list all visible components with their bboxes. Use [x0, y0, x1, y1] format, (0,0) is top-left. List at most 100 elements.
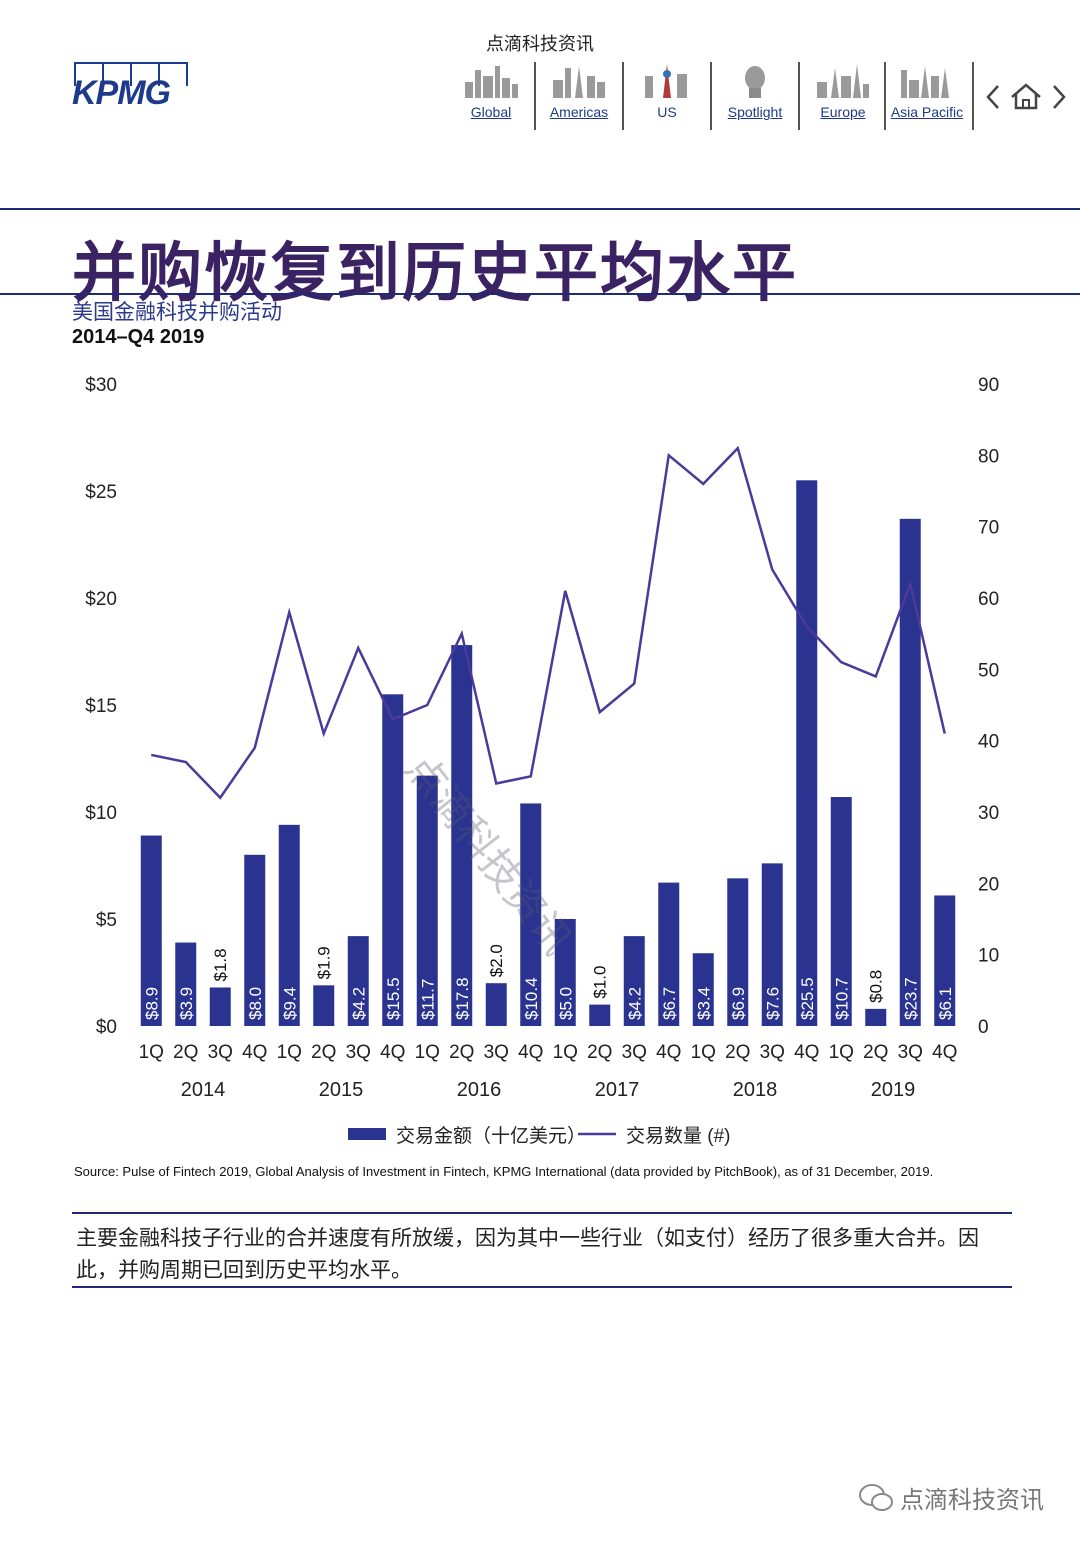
x-tick-label: 2Q: [173, 1042, 198, 1063]
nav-spotlight[interactable]: Spotlight: [712, 62, 798, 130]
nav-label: Asia Pacific: [890, 104, 964, 120]
y-right-tick-label: 0: [978, 1017, 989, 1038]
bar-data-label: $6.1: [936, 987, 955, 1020]
next-icon[interactable]: [1053, 85, 1066, 109]
y-left-tick-label: $0: [96, 1017, 117, 1038]
nav-global[interactable]: Global: [448, 62, 534, 130]
y-left-tick-label: $25: [85, 482, 117, 503]
nav-asia-pacific[interactable]: Asia Pacific: [884, 62, 970, 130]
x-tick-label: 1Q: [691, 1042, 716, 1063]
chart-legend: 交易金额（十亿美元） 交易数量 (#): [348, 1125, 731, 1147]
bar-data-label: $7.6: [763, 987, 782, 1020]
bar-data-label: $1.9: [315, 946, 334, 979]
americas-skyline-icon: [553, 66, 605, 98]
date-range: 2014–Q4 2019: [72, 326, 205, 348]
x-tick-label: 1Q: [139, 1042, 164, 1063]
nav-divider: [798, 62, 800, 130]
top-caption: 点滴科技资讯: [486, 34, 594, 55]
nav-label: Europe: [820, 104, 866, 120]
bar: [658, 882, 680, 1026]
bar: [761, 863, 783, 1026]
bar: [865, 1008, 887, 1026]
y-right-tick-label: 70: [978, 518, 999, 539]
bar-data-label: $15.5: [384, 977, 403, 1020]
bar: [692, 953, 714, 1026]
x-tick-label: 2Q: [587, 1042, 612, 1063]
bar: [727, 878, 749, 1026]
prev-icon[interactable]: [986, 85, 999, 109]
chart-subtitle: 美国金融科技并购活动: [72, 300, 282, 324]
x-tick-label: 4Q: [932, 1042, 957, 1063]
x-tick-label: 4Q: [794, 1042, 819, 1063]
y-left-tick-label: $10: [85, 803, 117, 824]
x-tick-label: 3Q: [484, 1042, 509, 1063]
page-title: 并购恢复到历史平均水平: [72, 237, 798, 311]
home-icon[interactable]: [1011, 83, 1041, 110]
y-left-tick-label: $20: [85, 589, 117, 610]
bar-data-label: $0.8: [867, 970, 886, 1003]
bar: [520, 803, 542, 1026]
bar: [451, 645, 473, 1026]
us-skyline-icon: [645, 64, 687, 98]
year-label: 2018: [733, 1079, 778, 1101]
bar-data-label: $1.0: [591, 966, 610, 999]
x-tick-label: 1Q: [415, 1042, 440, 1063]
x-tick-label: 3Q: [208, 1042, 233, 1063]
y-right-tick-label: 80: [978, 446, 999, 467]
spotlight-icon: [745, 66, 765, 98]
x-tick-label: 4Q: [518, 1042, 543, 1063]
x-tick-label: 1Q: [277, 1042, 302, 1063]
bar-data-label: $2.0: [487, 944, 506, 977]
bar: [934, 895, 956, 1026]
bar-series: [140, 480, 956, 1026]
x-tick-label: 1Q: [829, 1042, 854, 1063]
bar-data-label: $8.0: [246, 987, 265, 1020]
nav-americas[interactable]: Americas: [536, 62, 622, 130]
nav-divider: [972, 62, 974, 130]
y-right-tick-label: 90: [978, 375, 999, 396]
nav-label: Spotlight: [727, 104, 783, 120]
bar: [623, 936, 645, 1026]
bar-data-label: $17.8: [453, 977, 472, 1020]
legend-bar-swatch: [348, 1128, 386, 1140]
top-rule: [0, 208, 1080, 210]
year-label: 2019: [871, 1079, 916, 1101]
legend-bar-label: 交易金额（十亿美元）: [396, 1125, 586, 1147]
bar: [244, 854, 266, 1026]
x-tick-label: 2Q: [311, 1042, 336, 1063]
wechat-icon: [859, 1483, 893, 1511]
footer-brand-text: 点滴科技资讯: [900, 1486, 1044, 1514]
kpmg-logo[interactable]: KPMG: [72, 60, 192, 112]
footer-brand: 点滴科技资讯: [858, 1480, 1044, 1515]
bar: [796, 480, 818, 1026]
y-left-axis: $0 $5 $10 $15 $20 $25 $30: [85, 375, 117, 1038]
bar: [175, 942, 197, 1026]
bar-data-label: $1.8: [211, 948, 230, 981]
nav-divider: [622, 62, 624, 130]
bar-data-label: $25.5: [798, 977, 817, 1020]
bar-data-label: $23.7: [901, 977, 920, 1020]
bar: [278, 824, 300, 1026]
nav-us[interactable]: US: [624, 62, 710, 130]
x-tick-label: 2Q: [863, 1042, 888, 1063]
bar: [382, 694, 404, 1026]
x-tick-label: 3Q: [622, 1042, 647, 1063]
x-tick-label: 3Q: [346, 1042, 371, 1063]
year-label: 2017: [595, 1079, 640, 1101]
bar-data-label: $8.9: [142, 987, 161, 1020]
nav-label: Americas: [549, 104, 609, 120]
y-right-tick-label: 30: [978, 803, 999, 824]
bar-data-label: $6.7: [660, 987, 679, 1020]
nav-divider: [534, 62, 536, 130]
y-right-tick-label: 10: [978, 946, 999, 967]
y-left-tick-label: $5: [96, 910, 117, 931]
y-left-tick-label: $30: [85, 375, 117, 396]
bar: [899, 518, 921, 1026]
y-right-tick-label: 40: [978, 732, 999, 753]
nav-europe[interactable]: Europe: [800, 62, 886, 130]
note-box: 主要金融科技子行业的合并速度有所放缓，因为其中一些行业（如支付）经历了很多重大合…: [72, 1212, 1012, 1288]
y-right-tick-label: 20: [978, 874, 999, 895]
year-label: 2016: [457, 1079, 502, 1101]
global-skyline-icon: [465, 66, 518, 98]
x-tick-label: 4Q: [656, 1042, 681, 1063]
